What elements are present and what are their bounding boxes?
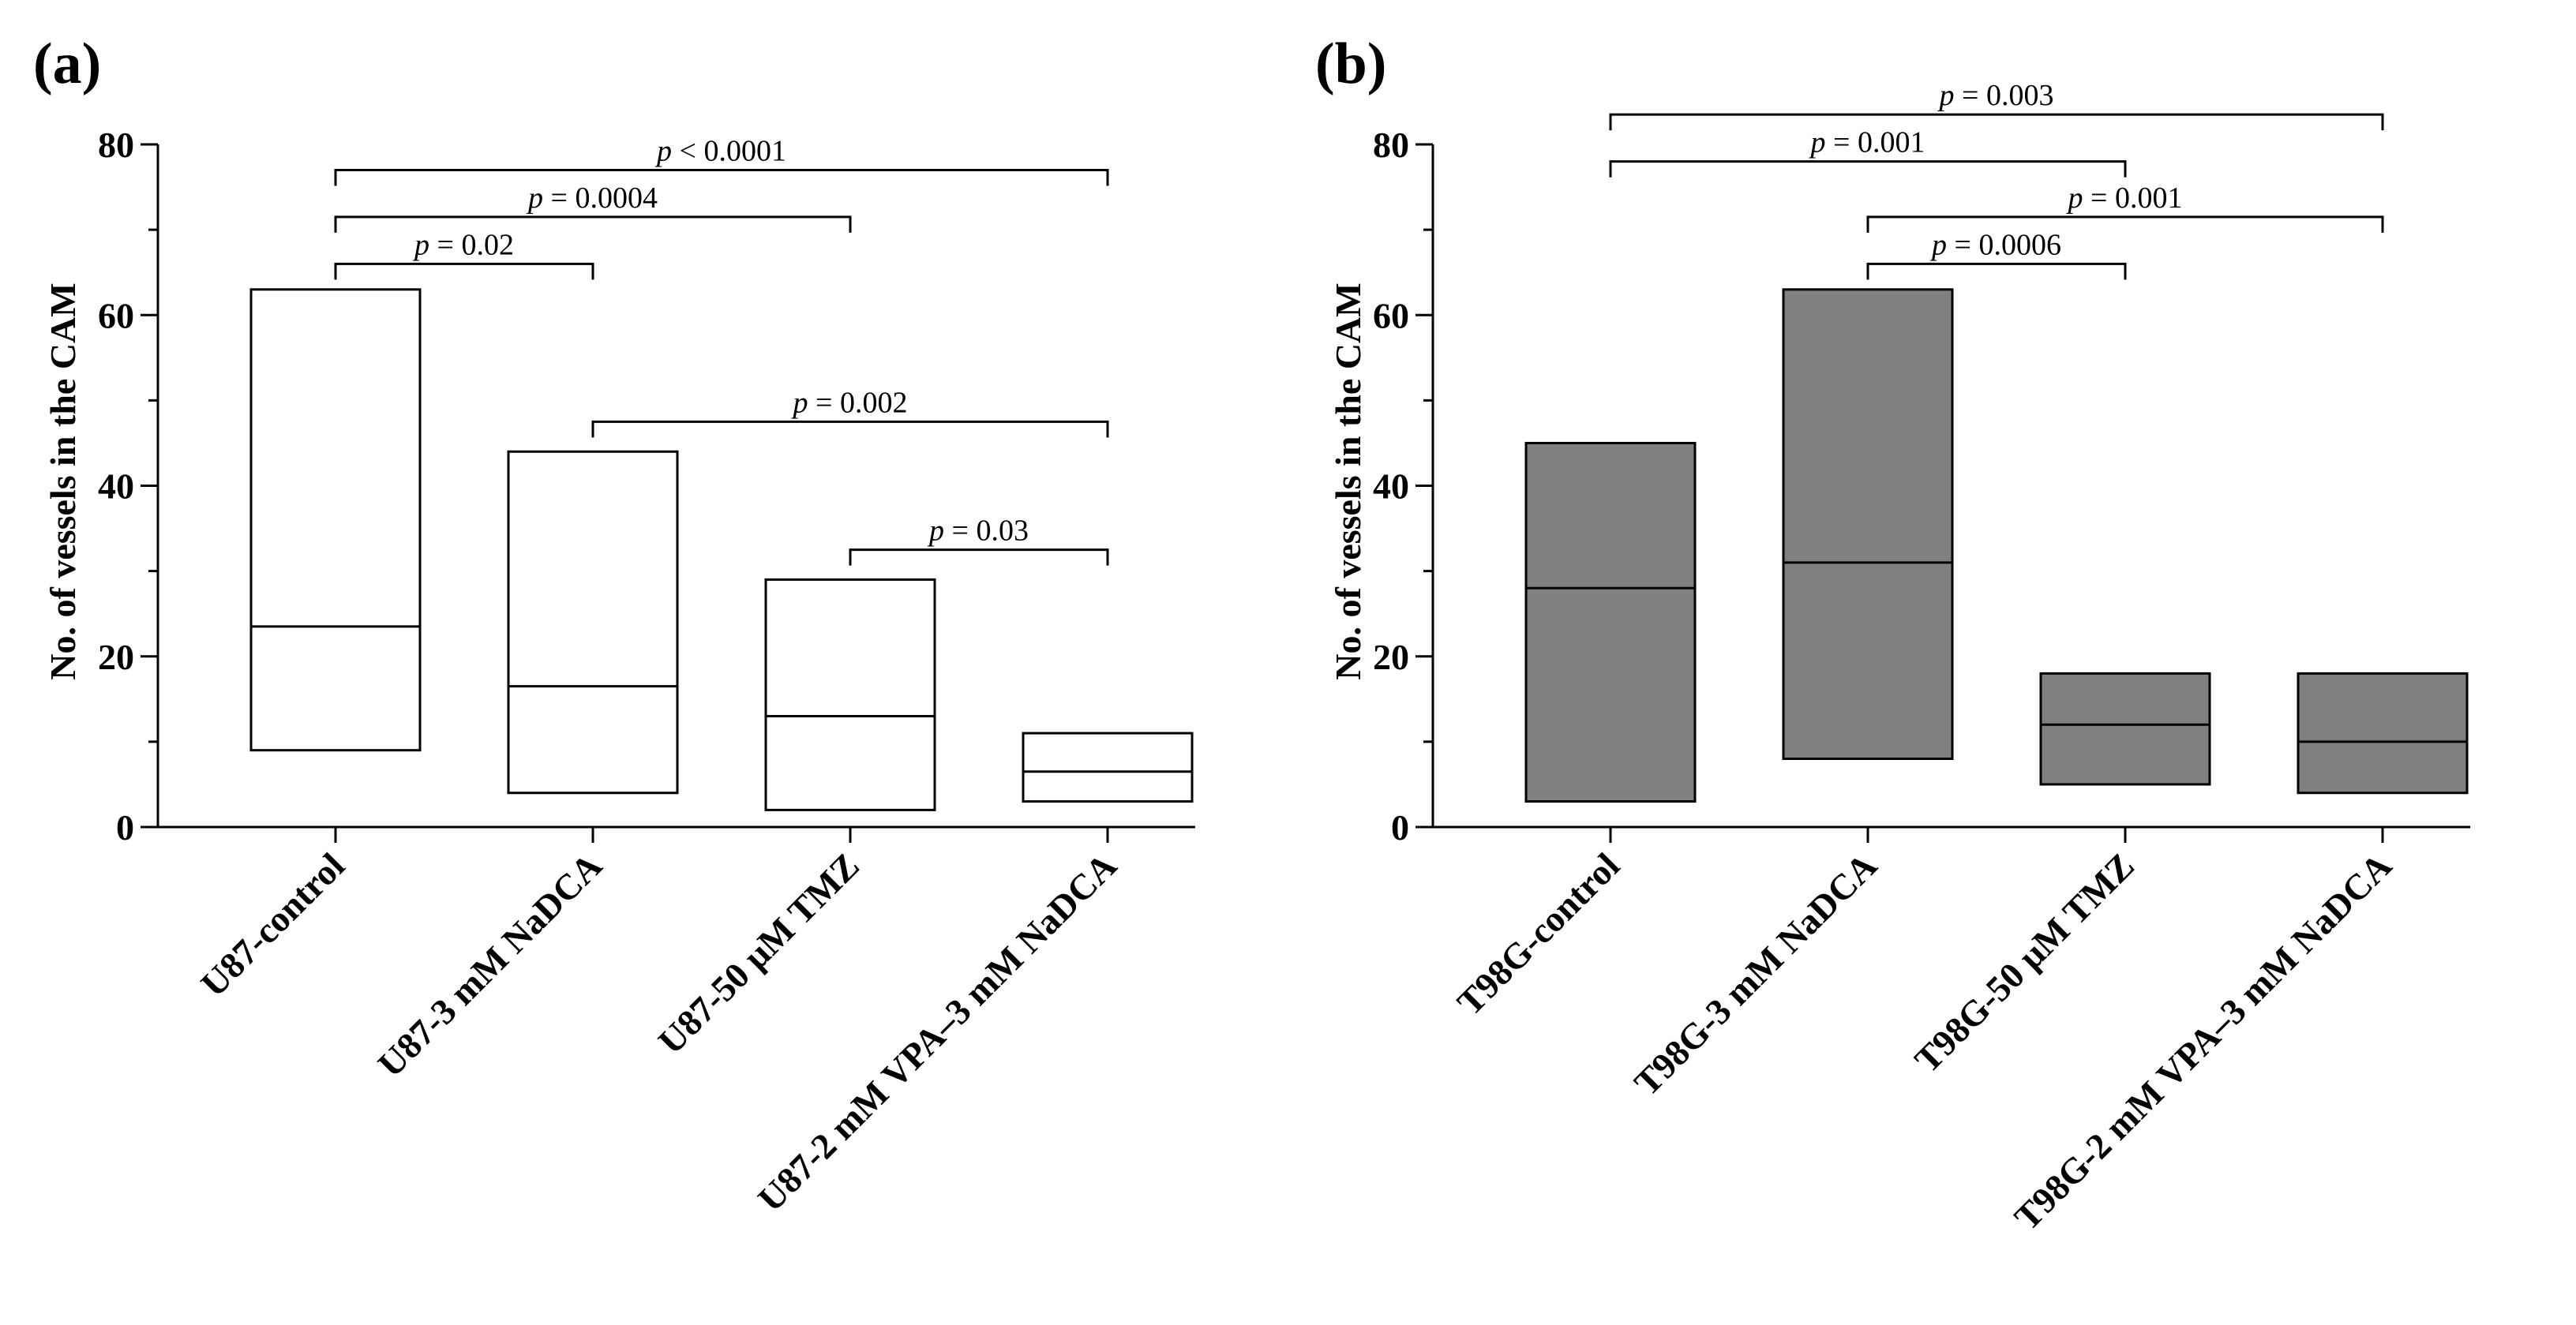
p-value-label: p = 0.001 (1809, 126, 1925, 159)
p-value-text: = 0.0006 (1947, 228, 2061, 261)
p-symbol: p (1809, 126, 1826, 159)
p-symbol: p (927, 515, 944, 548)
significance-bracket: p = 0.002 (591, 386, 1109, 438)
p-symbol: p (412, 228, 429, 261)
significance-bracket: p = 0.0004 (334, 182, 852, 233)
y-tick-label: 60 (1373, 295, 1409, 335)
y-tick-label: 40 (98, 466, 134, 507)
p-symbol: p (1929, 228, 1947, 261)
bracket-line (1609, 160, 2127, 178)
p-value-label: p = 0.0004 (526, 182, 658, 215)
p-value-text: = 0.001 (1826, 126, 1925, 159)
p-symbol: p (791, 386, 808, 419)
p-value-text: = 0.0004 (543, 182, 658, 215)
bracket-line (1866, 215, 2384, 233)
bracket-line (849, 548, 1109, 566)
y-tick-label: 20 (98, 637, 134, 677)
p-value-text: = 0.001 (2083, 182, 2183, 215)
y-tick-label: 0 (1391, 807, 1409, 848)
box-4 (1022, 732, 1194, 803)
box-3 (2039, 672, 2211, 786)
y-tick-label: 80 (1373, 125, 1409, 165)
p-value-text: < 0.0001 (672, 134, 786, 167)
p-symbol: p (1937, 79, 1955, 112)
bracket-line (591, 420, 1109, 438)
p-value-label: p < 0.0001 (654, 134, 786, 167)
p-value-text: = 0.03 (944, 515, 1029, 548)
significance-bracket: p = 0.001 (1609, 126, 2127, 178)
y-tick-label: 0 (116, 807, 134, 848)
bracket-line (1609, 113, 2384, 131)
significance-bracket: p = 0.02 (334, 228, 594, 280)
y-tick-label: 40 (1373, 466, 1409, 507)
p-value-label: p = 0.001 (2066, 182, 2183, 215)
significance-bracket: p = 0.003 (1609, 79, 2384, 131)
bracket-line (1866, 262, 2127, 280)
box-4 (2297, 672, 2469, 795)
p-symbol: p (2066, 182, 2083, 215)
bracket-line (334, 168, 1109, 186)
significance-bracket: p = 0.001 (1866, 182, 2384, 233)
p-symbol: p (526, 182, 543, 215)
p-symbol: p (654, 134, 672, 167)
y-axis-label: No. of vessels in the CAM (1328, 283, 1368, 679)
significance-bracket: p = 0.03 (849, 515, 1109, 566)
significance-bracket: p < 0.0001 (334, 134, 1109, 186)
p-value-label: p = 0.03 (927, 515, 1029, 548)
y-axis-label: No. of vessels in the CAM (43, 283, 83, 679)
bracket-line (334, 215, 852, 233)
p-value-text: = 0.002 (808, 386, 908, 419)
panel-b-label: (b) (1315, 32, 1386, 96)
significance-bracket: p = 0.0006 (1866, 228, 2127, 280)
box-2 (1782, 288, 1954, 760)
panel-a-label: (a) (33, 32, 101, 96)
p-value-text: = 0.02 (429, 228, 514, 261)
box-2 (507, 450, 679, 795)
y-tick-label: 80 (98, 125, 134, 165)
p-value-label: p = 0.02 (412, 228, 514, 261)
box-1 (249, 288, 422, 752)
p-value-label: p = 0.003 (1937, 79, 2054, 112)
y-tick-label: 20 (1373, 637, 1409, 677)
y-tick-label: 60 (98, 295, 134, 335)
box-1 (1524, 441, 1697, 803)
box-3 (764, 578, 936, 811)
p-value-label: p = 0.0006 (1929, 228, 2061, 261)
p-value-label: p = 0.002 (791, 386, 908, 419)
bracket-line (334, 262, 594, 280)
p-value-text: = 0.003 (1955, 79, 2054, 112)
